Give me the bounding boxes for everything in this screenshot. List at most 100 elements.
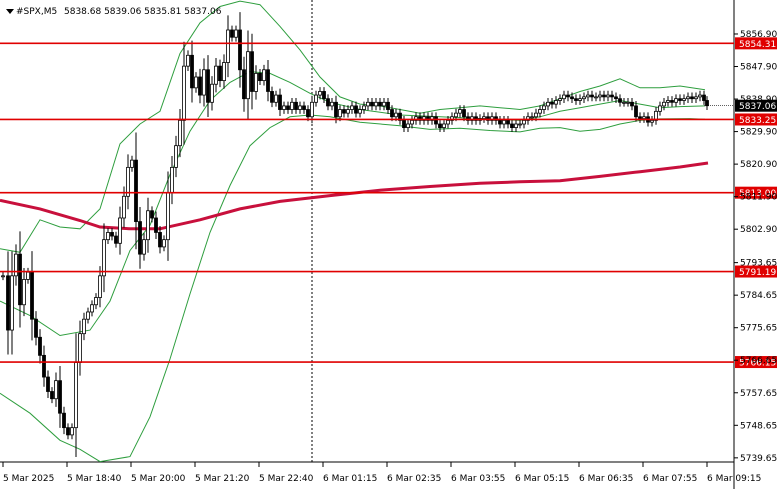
y-tick-label: 5847.90 (740, 63, 777, 73)
candle (14, 244, 18, 286)
symbol-label: #SPX,M5 (16, 7, 57, 17)
candle (290, 97, 294, 114)
candle (166, 171, 170, 261)
candle (282, 101, 286, 114)
candle (382, 97, 386, 111)
candle (82, 312, 86, 341)
candle (674, 94, 678, 107)
time-axis: 5 Mar 2025 5 Mar 18:40 5 Mar 20:00 5 Mar 21… (2, 462, 761, 484)
candle (286, 101, 290, 114)
candle (398, 108, 402, 125)
candle (378, 97, 382, 111)
candle (682, 94, 686, 105)
candle (210, 76, 214, 111)
candle (138, 206, 142, 269)
candle (1, 271, 5, 281)
candle (410, 116, 414, 129)
ohlc-values: 5838.68 5839.06 5835.81 5837.06 (64, 7, 222, 17)
candle (218, 59, 222, 88)
y-tick-label: 5775.65 (740, 324, 777, 334)
candle (162, 235, 166, 252)
candle (330, 97, 334, 111)
candle (18, 231, 22, 328)
candle (226, 15, 230, 78)
band-upper-line (0, 0, 706, 253)
candle (606, 90, 610, 102)
candle (190, 40, 194, 103)
y-tick-label: 5757.65 (740, 389, 777, 399)
candle (50, 387, 54, 404)
candle (298, 101, 302, 114)
candle (78, 320, 82, 376)
candle (114, 231, 118, 248)
candle (650, 116, 654, 127)
candle (66, 423, 70, 440)
candle (578, 94, 582, 105)
candle (302, 101, 306, 114)
candle (274, 90, 278, 107)
candle (418, 112, 422, 125)
candle (610, 90, 614, 102)
candle (206, 55, 210, 117)
candle (6, 251, 10, 355)
candle (642, 112, 646, 123)
candle (22, 268, 26, 317)
y-tick-label: 5784.65 (740, 291, 777, 301)
candle (705, 96, 709, 111)
x-tick-label: 6 Mar 05:15 (515, 474, 569, 484)
candle (198, 68, 202, 104)
candle (694, 92, 698, 104)
x-tick-label: 5 Mar 2025 (3, 474, 54, 484)
candle (678, 94, 682, 105)
candle (442, 119, 446, 132)
candle (430, 112, 434, 125)
candle (234, 25, 238, 42)
candle (602, 90, 606, 102)
candle (618, 94, 622, 107)
candle (458, 105, 462, 118)
x-tick-label: 6 Mar 03:55 (451, 474, 505, 484)
candle (638, 112, 642, 123)
candle (634, 101, 638, 122)
candle (502, 116, 506, 129)
y-tick-label: 5838.90 (740, 95, 777, 105)
candle (26, 267, 30, 284)
level-tag (735, 356, 777, 369)
candle (538, 105, 542, 118)
support-resistance-levels: 5854.31 5833.25 5813.00 5791.19 5766.15 5837.… (0, 37, 777, 369)
candle (254, 65, 258, 100)
candle (170, 155, 174, 205)
y-tick-label: 5802.90 (740, 225, 777, 235)
candle (562, 90, 566, 104)
candle (230, 25, 234, 42)
candle (654, 107, 658, 125)
candle (322, 87, 326, 104)
candle (702, 90, 706, 105)
candle (570, 92, 574, 104)
candle (34, 311, 38, 346)
candle (126, 154, 130, 210)
candle (670, 96, 674, 107)
candle (686, 92, 690, 104)
candle (58, 366, 62, 428)
candle (142, 233, 146, 261)
candle (238, 12, 242, 88)
candle (558, 94, 562, 105)
candle (358, 105, 362, 118)
candles (1, 12, 709, 457)
candle (566, 90, 570, 102)
symbol-dropdown-icon[interactable] (6, 9, 14, 14)
ma200-line (0, 161, 709, 231)
candle (118, 206, 122, 255)
candle (130, 155, 134, 172)
y-tick-label: 5829.90 (740, 128, 777, 138)
candle (426, 112, 430, 125)
candle (494, 112, 498, 125)
last-price-label: 5837.06 (739, 102, 776, 112)
candle (30, 251, 34, 341)
candle (370, 97, 374, 111)
level-tag (735, 265, 777, 278)
last-price-tag (735, 99, 777, 112)
candle (462, 105, 466, 122)
